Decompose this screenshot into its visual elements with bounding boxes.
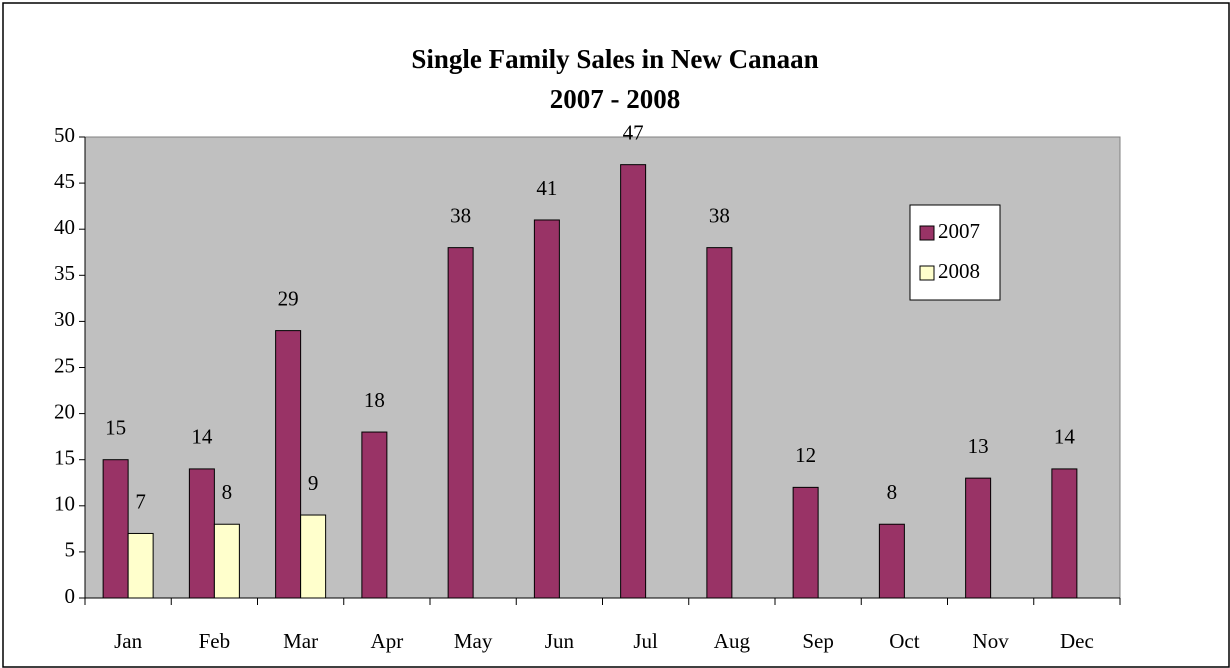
legend-label: 2008 <box>938 259 980 283</box>
chart-title: Single Family Sales in New Canaan <box>411 44 818 74</box>
bar <box>792 486 819 599</box>
x-tick-label: Apr <box>371 629 404 653</box>
data-label: 18 <box>364 388 385 412</box>
data-label: 8 <box>887 480 898 504</box>
data-label: 7 <box>135 489 146 513</box>
bar <box>878 523 905 599</box>
y-tick-label: 35 <box>54 261 75 285</box>
bar <box>447 247 474 599</box>
y-tick-label: 10 <box>54 492 75 516</box>
y-tick-label: 15 <box>54 446 75 470</box>
data-label: 8 <box>222 480 233 504</box>
y-tick-label: 5 <box>65 538 76 562</box>
bar <box>965 477 992 599</box>
bar <box>533 219 560 599</box>
bar <box>620 164 647 599</box>
x-tick-label: Dec <box>1060 629 1094 653</box>
bar <box>300 514 327 599</box>
bar <box>275 330 302 599</box>
y-tick-label: 40 <box>54 215 75 239</box>
data-label: 47 <box>623 120 644 144</box>
data-label: 41 <box>536 176 557 200</box>
x-tick-label: Mar <box>283 629 318 653</box>
legend-box <box>909 204 1001 301</box>
x-tick-label: Jun <box>545 629 575 653</box>
y-tick-label: 0 <box>65 584 76 608</box>
x-tick-label: May <box>454 629 493 653</box>
y-tick-label: 50 <box>54 123 75 147</box>
chart-subtitle: 2007 - 2008 <box>550 84 681 114</box>
data-label: 38 <box>450 203 471 227</box>
x-tick-label: Feb <box>199 629 231 653</box>
y-tick-label: 30 <box>54 307 75 331</box>
x-tick-label: Oct <box>889 629 919 653</box>
x-tick-label: Aug <box>714 629 751 653</box>
bar <box>706 247 733 599</box>
bar <box>188 468 215 599</box>
legend-swatch <box>919 265 935 281</box>
y-tick-label: 45 <box>54 169 75 193</box>
y-tick-label: 25 <box>54 353 75 377</box>
bar <box>361 431 388 599</box>
x-tick-label: Sep <box>802 629 834 653</box>
data-label: 14 <box>191 425 213 449</box>
bar <box>127 532 154 599</box>
data-label: 13 <box>968 434 989 458</box>
bar <box>213 523 240 599</box>
legend-label: 2007 <box>938 219 980 243</box>
x-tick-label: Jul <box>633 629 658 653</box>
bar <box>102 459 129 599</box>
bar <box>1051 468 1078 599</box>
y-tick-label: 20 <box>54 399 75 423</box>
data-label: 38 <box>709 203 730 227</box>
legend-swatch <box>919 225 935 241</box>
data-label: 15 <box>105 416 126 440</box>
data-label: 12 <box>795 443 816 467</box>
data-label: 29 <box>278 286 299 310</box>
data-label: 14 <box>1054 425 1076 449</box>
data-label: 9 <box>308 471 319 495</box>
x-tick-label: Nov <box>973 629 1010 653</box>
x-tick-label: Jan <box>114 629 142 653</box>
